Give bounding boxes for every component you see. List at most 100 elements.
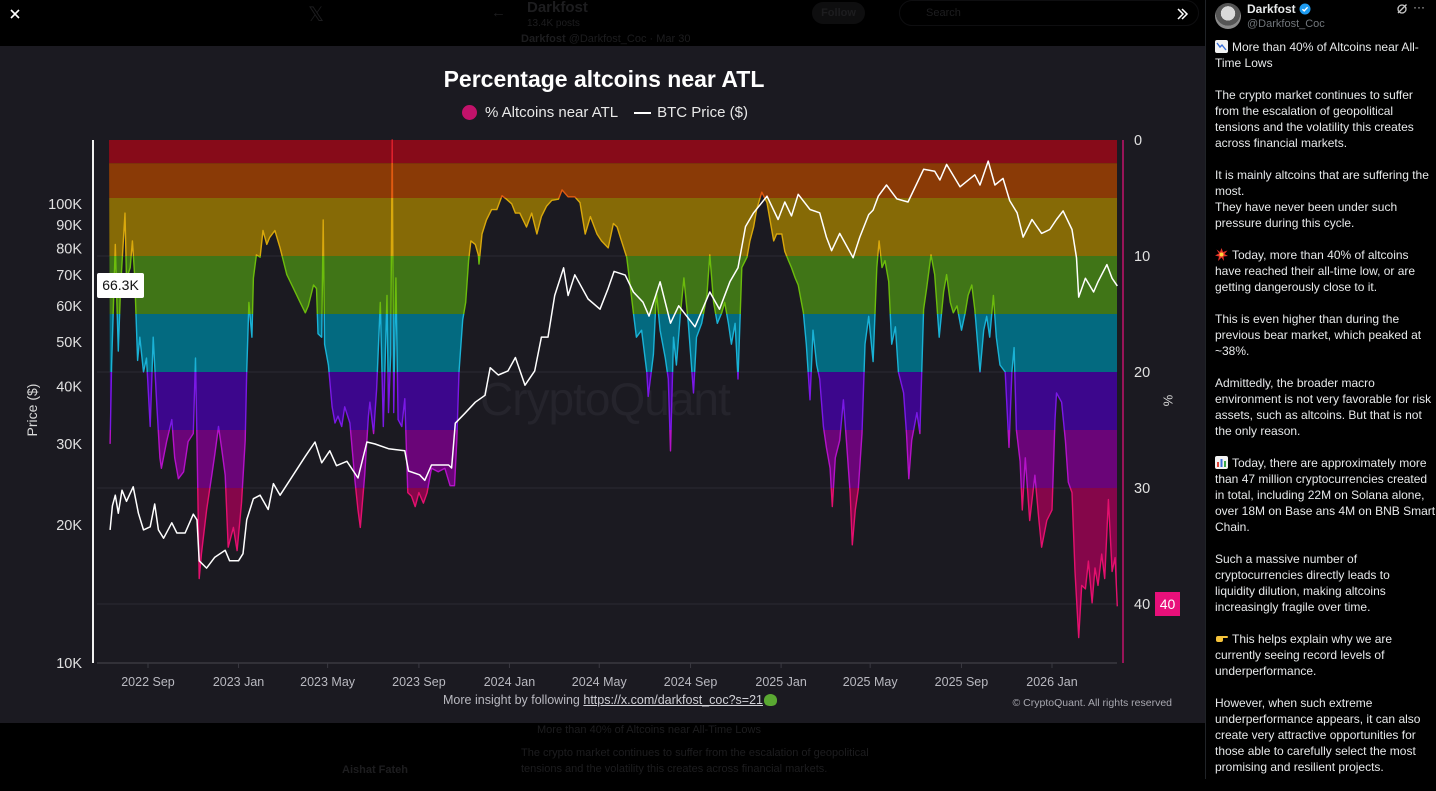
post-line: have reached their all-time low, or are (1215, 263, 1433, 279)
post-line: It is mainly altcoins that are suffering… (1215, 167, 1433, 183)
post-line-text: the only reason. (1215, 424, 1301, 438)
post-line-text: have reached their all-time low, or are (1215, 264, 1416, 278)
close-icon (10, 9, 20, 19)
footer-link[interactable]: https://x.com/darkfost_coc?s=21 (583, 693, 763, 707)
post-line-text: across financial markets. (1215, 136, 1348, 150)
chart-plot: 2022 Sep 2023 Jan 2023 May 2023 Sep 2024 Jan… (48, 133, 1150, 689)
post-line: underperformance. (1215, 663, 1433, 679)
post-line: getting dangerously close to it. (1215, 279, 1433, 295)
post-line: Today, there are approximately more (1215, 455, 1433, 471)
post-line: This is even higher than during the (1215, 311, 1433, 327)
post-headline: More than 40% of Altcoins near All-Time … (537, 724, 761, 736)
post-line: previous bear market, which peaked at (1215, 327, 1433, 343)
post-paragraph: It is mainly altcoins that are suffering… (1215, 167, 1433, 231)
altcoins-near-atl-line (109, 139, 1118, 639)
post-line-text: most. (1215, 184, 1245, 198)
post-line: create very attractive opportunities for (1215, 727, 1433, 743)
follow-button[interactable]: Follow (812, 2, 865, 24)
post-paragraph: This is even higher than during the previ… (1215, 311, 1433, 359)
post-body-line: tensions and the volatility this creates… (521, 763, 828, 775)
chart-footer: More insight by following https://x.com/… (400, 693, 820, 707)
post-line-text: underperformance. (1215, 664, 1317, 678)
post-paragraph: The crypto market continues to suffer fro… (1215, 87, 1433, 151)
copyright: © CryptoQuant. All rights reserved (1012, 697, 1172, 709)
y-right-tick-label: 30 (1134, 481, 1150, 497)
post-line: most. (1215, 183, 1433, 199)
post-line-text: More than 40% of Altcoins near All- (1232, 40, 1419, 54)
suggested-user: Aishat Fateh (342, 764, 409, 776)
post-line-text: pressure during this cycle. (1215, 216, 1355, 230)
post-line-text: currently seeing record levels of (1215, 648, 1385, 662)
author-name[interactable]: Darkfost (1247, 2, 1311, 16)
more-icon[interactable]: ··· (1413, 0, 1425, 14)
post-line: promising and resilient projects. (1215, 759, 1433, 775)
post-line-text: This is even higher than during the (1215, 312, 1400, 326)
frog-icon (763, 694, 777, 706)
y-left-tick-label: 10K (56, 656, 82, 672)
pointing-right-icon (1215, 632, 1228, 645)
y-left-tick-label: 40K (56, 380, 82, 396)
post-line: in total, including 22M on Solana alone, (1215, 487, 1433, 503)
post-line: They have never been under such (1215, 199, 1433, 215)
post-author: Darkfost @Darkfost_Coc · Mar 30 (521, 33, 691, 45)
x-tick-label: 2026 Jan (1026, 675, 1077, 689)
collision-icon (1215, 248, 1228, 261)
post-line: liquidity dilution, making altcoins (1215, 583, 1433, 599)
y-axis-right-title: % (1160, 394, 1176, 407)
post-line-text: Such a massive number of (1215, 552, 1358, 566)
post-meta: @Darkfost_Coc · Mar 30 (568, 33, 691, 45)
y-right-tick-label: 10 (1134, 249, 1150, 265)
legend-line-btc (634, 111, 652, 114)
post-line: environment is not very favorable for ri… (1215, 391, 1433, 407)
pct-current-value: 40 (1155, 592, 1180, 616)
post-line-text: promising and resilient projects. (1215, 760, 1384, 774)
post-line-text: create very attractive opportunities for (1215, 728, 1416, 742)
y-axis-left-title: Price ($) (24, 383, 40, 437)
post-line-text: Admittedly, the broader macro (1215, 376, 1375, 390)
author-handle[interactable]: @Darkfost_Coc (1247, 18, 1325, 30)
close-button[interactable] (2, 1, 28, 27)
post-line: Time Lows (1215, 55, 1433, 71)
post-line: tensions and the volatility this creates (1215, 119, 1433, 135)
x-tick-label: 2024 May (572, 675, 628, 689)
band-0-2 (109, 140, 1117, 164)
post-line: cryptocurrencies directly leads to (1215, 567, 1433, 583)
post-line-text: The crypto market continues to suffer (1215, 88, 1413, 102)
post-paragraph: Today, more than 40% of altcoins have rea… (1215, 247, 1433, 295)
next-button[interactable] (1169, 1, 1195, 27)
post-line-text: those able to carefully select the most (1215, 744, 1416, 758)
post-paragraph: Today, there are approximately more than … (1215, 455, 1435, 535)
y-right-tick-label: 0 (1134, 133, 1142, 149)
post-body: The crypto market continues to suffer fr… (521, 745, 869, 777)
post-line-text: Today, more than 40% of altcoins (1232, 248, 1409, 262)
search-input[interactable]: Search (899, 0, 1199, 26)
post-author-name: Darkfost (521, 33, 566, 45)
x-tick-label: 2022 Sep (121, 675, 175, 689)
band-30-45 (109, 488, 1117, 638)
y-left-tick-label: 80K (56, 241, 82, 257)
post-line: pressure during this cycle. (1215, 215, 1433, 231)
post-line-text: Today, there are approximately more (1232, 456, 1427, 470)
post-line-text: underperformance appears, it can also (1215, 712, 1421, 726)
post-line-text: Chain. (1215, 520, 1250, 534)
post-paragraph: Such a massive number of cryptocurrencies… (1215, 551, 1433, 615)
x-tick-label: 2025 Sep (935, 675, 989, 689)
grok-icon[interactable] (1396, 3, 1408, 15)
post-line: More than 40% of Altcoins near All- (1215, 39, 1433, 55)
btc-price-line (109, 160, 1118, 569)
post-line: over 18M on Base ans 4M on BNB Smart (1215, 503, 1435, 519)
x-tick-label: 2025 Jan (755, 675, 806, 689)
y-left-tick-label: 50K (56, 335, 82, 351)
avatar[interactable] (1215, 3, 1241, 29)
chart-decreasing-icon (1215, 40, 1228, 53)
post-line: However, when such extreme (1215, 695, 1433, 711)
posts-count: 13.4K posts (527, 18, 580, 29)
post-line: underperformance appears, it can also (1215, 711, 1433, 727)
post-line-text: This helps explain why we are (1232, 632, 1393, 646)
band-2-5 (109, 163, 1117, 198)
double-chevron-right-icon (1177, 8, 1189, 20)
x-tick-label: 2023 May (300, 675, 356, 689)
post-line: the only reason. (1215, 423, 1433, 439)
post-line-text: They have never been under such (1215, 200, 1398, 214)
y-left-tick-label: 20K (56, 518, 82, 534)
